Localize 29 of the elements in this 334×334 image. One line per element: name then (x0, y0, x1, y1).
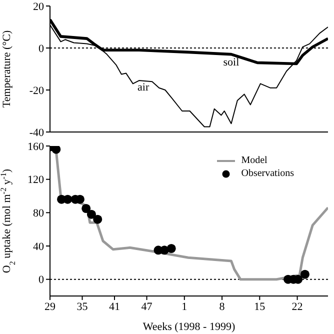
x-tick-label: 41 (109, 300, 120, 313)
y-tick-label: 40 (33, 240, 44, 253)
x-tick-label: 8 (219, 300, 226, 313)
point (86, 210, 96, 219)
point (52, 146, 61, 154)
y-tick-label: 0 (38, 274, 44, 286)
point (300, 270, 310, 279)
x-tick-label: 22 (292, 300, 303, 313)
series-label: air (138, 82, 150, 94)
y-tick-label: 20 (33, 0, 44, 13)
x-tick-label: 47 (141, 300, 153, 313)
legend-label: Model (241, 154, 268, 167)
x-tick-label: 35 (76, 300, 88, 313)
legend-label: Observations (241, 167, 294, 180)
y-tick-label: 80 (33, 208, 44, 220)
y-axis-title: Temperature (°C) (1, 30, 13, 108)
point (82, 204, 91, 214)
x-tick-label: 1 (182, 300, 188, 313)
y-tick-label: -40 (29, 126, 44, 139)
point (166, 244, 176, 254)
x-tick-label: 29 (44, 300, 56, 313)
point (93, 214, 102, 224)
y-tick-label: 0 (38, 42, 44, 55)
y-tick-label: 120 (28, 174, 44, 186)
x-axis-title: Weeks (1998 - 1999) (142, 321, 236, 333)
y-tick-label: -20 (29, 84, 44, 97)
y-tick-label: 160 (28, 140, 44, 153)
x-tick-label: 15 (254, 300, 266, 313)
series-label: soil (223, 56, 240, 68)
